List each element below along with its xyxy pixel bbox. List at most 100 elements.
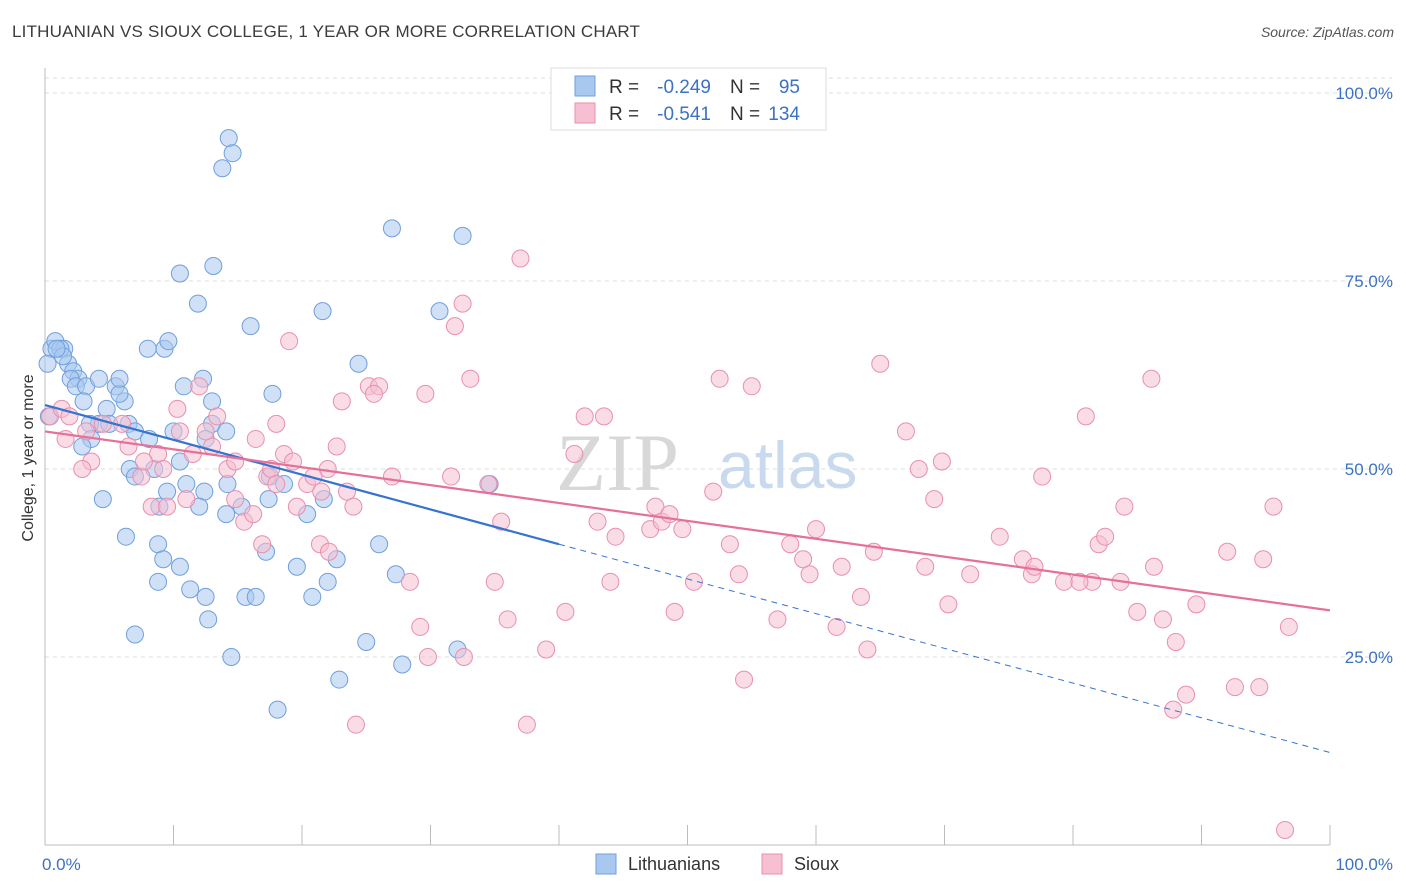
lithuanians-point [222,648,241,667]
sioux-point [492,512,511,531]
sioux-point [319,542,338,561]
watermark: ZIP atlas [556,417,857,508]
lithuanians-point [241,317,260,336]
sioux-point [606,527,625,546]
legend-r-value-sioux: -0.541 [657,104,711,125]
lithuanians-point [259,490,278,509]
sioux-point [800,565,819,584]
sioux-point [1177,685,1196,704]
sioux-point [1276,820,1295,839]
lithuanians-point [93,490,112,509]
sioux-point [280,332,299,351]
chart-title: LITHUANIAN VS SIOUX COLLEGE, 1 YEAR OR M… [12,22,641,41]
sioux-point [594,407,613,426]
sioux-point [287,497,306,516]
lithuanians-point [73,437,92,456]
lithuanians-point [74,392,93,411]
sioux-point [851,587,870,606]
legend-r-label-lithuanians: R = [609,77,639,98]
sioux-point [1264,497,1283,516]
legend-n-value-lithuanians: 95 [779,77,800,98]
sioux-point [517,715,536,734]
lithuanians-point [382,219,401,238]
sioux-point [134,452,153,471]
sioux-point [416,384,435,403]
sioux-point [177,490,196,509]
sioux-trend-line [44,430,1331,612]
legend-n-label-sioux: N = [730,104,760,125]
lithuanians-point [393,655,412,674]
y-tick-label: 100.0% [1335,84,1393,103]
bottom-legend-swatch-sioux [761,853,783,875]
bottom-legend-label-lithuanians: Lithuanians [628,854,720,874]
sioux-point [511,249,530,268]
sioux-point [768,610,787,629]
lithuanians-point [177,475,196,494]
legend-r-value-lithuanians: -0.249 [657,77,711,98]
sioux-point [132,467,151,486]
sioux-point [142,497,161,516]
lithuanians-point [174,377,193,396]
legend-n-label-lithuanians: N = [730,77,760,98]
lithuanians-point [110,384,129,403]
sioux-point [400,572,419,591]
lithuanians-point [268,700,287,719]
sioux-point [168,399,187,418]
bottom-legend-label-sioux: Sioux [794,854,839,874]
x-tick-label: 0.0% [42,855,81,874]
sioux-point [1254,550,1273,569]
y-tick-label: 25.0% [1345,648,1393,667]
sioux-point [588,512,607,531]
trend-lines [44,404,1331,753]
lithuanians-point [217,505,236,524]
sioux-points [41,249,1298,839]
lithuanians-point [159,332,178,351]
sioux-point [93,414,112,433]
sioux-point [1187,595,1206,614]
grid-lines [45,77,1392,658]
sioux-point [312,482,331,501]
watermark-atlas: atlas [718,428,857,502]
sioux-point [601,572,620,591]
sioux-point [565,444,584,463]
lithuanians-point [138,339,157,358]
sioux-point [364,384,383,403]
sioux-point [183,444,202,463]
sioux-point [445,317,464,336]
lithuanians-point [303,587,322,606]
sioux-point [710,369,729,388]
sioux-point [646,497,665,516]
sioux-point [1218,542,1237,561]
sioux-point [1279,617,1298,636]
legend-swatch-sioux [574,102,596,124]
legend-swatch-lithuanians [574,75,596,97]
lithuanians-point [89,369,108,388]
sioux-point [1225,678,1244,697]
sioux-point [684,572,703,591]
lithuanians-point [213,159,232,178]
sioux-point [720,535,739,554]
lithuanians-point [110,369,129,388]
legend-n-value-sioux: 134 [768,104,800,125]
y-axis-label: College, 1 year or more [20,374,37,541]
lithuanians-point [199,610,218,629]
sioux-point [673,520,692,539]
sioux-point [454,648,473,667]
lithuanians-point [47,339,66,358]
sioux-point [735,670,754,689]
sioux-point [961,565,980,584]
sioux-point [267,475,286,494]
y-tick-label: 75.0% [1345,272,1393,291]
sioux-point [704,482,723,501]
sioux-point [925,490,944,509]
lithuanians-point [196,587,215,606]
sioux-point [170,422,189,441]
sioux-point [871,354,890,373]
sioux-point [1033,467,1052,486]
lithuanians-point [223,144,242,163]
sioux-point [332,392,351,411]
lithuanians-points [38,129,499,719]
sioux-point [208,407,227,426]
sioux-point [158,497,177,516]
lithuanians-point [170,264,189,283]
